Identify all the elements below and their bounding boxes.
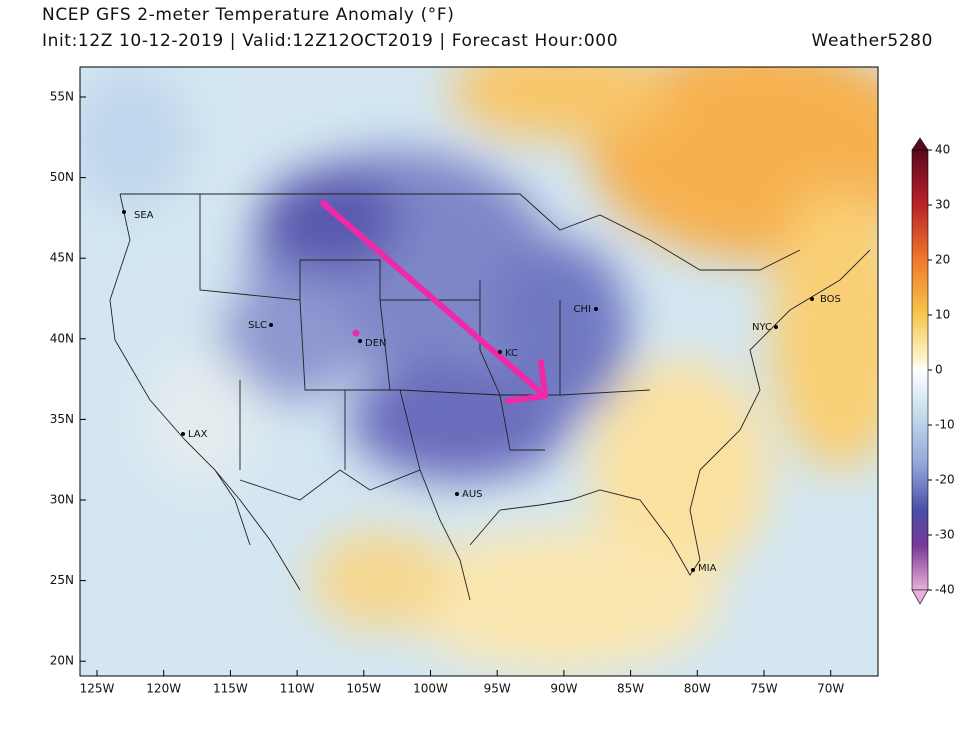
colorbar-label: 0 <box>935 363 943 377</box>
colorbar-label: -40 <box>935 583 955 597</box>
lon-label: 115W <box>213 682 248 696</box>
colorbar-label: 10 <box>935 308 950 322</box>
colorbar <box>911 149 929 591</box>
city-dot <box>594 307 598 311</box>
colorbar-label: -10 <box>935 418 955 432</box>
colorbar-label: -20 <box>935 473 955 487</box>
colorbar-label: -30 <box>935 528 955 542</box>
city-dot <box>498 350 502 354</box>
lat-label: 55N <box>50 90 74 104</box>
lat-label: 45N <box>50 251 74 265</box>
lat-label: 40N <box>50 331 74 345</box>
arrow-head <box>505 359 549 404</box>
lon-label: 100W <box>413 682 448 696</box>
city-label: SLC <box>248 320 267 331</box>
brand: Weather5280 <box>812 31 933 51</box>
city-dot <box>774 325 778 329</box>
lon-label: 75W <box>750 682 777 696</box>
city-label: BOS <box>820 294 841 305</box>
lat-label: 20N <box>50 654 74 668</box>
city-label: CHI <box>574 304 591 315</box>
lon-label: 80W <box>684 682 711 696</box>
lon-label: 90W <box>550 682 577 696</box>
city-label: NYC <box>752 322 772 333</box>
lon-label: 110W <box>280 682 315 696</box>
city-label: SEA <box>134 210 154 221</box>
city-label: MIA <box>698 563 717 574</box>
colorbar-cap <box>911 589 929 605</box>
city-label: LAX <box>188 429 208 440</box>
city-label: AUS <box>462 489 483 500</box>
city-dot <box>691 568 695 572</box>
city-dot <box>122 210 126 214</box>
lat-label: 35N <box>50 412 74 426</box>
city-dot <box>810 297 814 301</box>
title: NCEP GFS 2-meter Temperature Anomaly (°F… <box>42 5 455 25</box>
lat-label: 25N <box>50 573 74 587</box>
map-frame <box>79 66 879 677</box>
city-dot <box>269 323 273 327</box>
city-label: KC <box>505 348 518 359</box>
lon-label: 120W <box>146 682 181 696</box>
lon-label: 95W <box>484 682 511 696</box>
colorbar-label: 40 <box>935 143 950 157</box>
lat-label: 50N <box>50 170 74 184</box>
subtitle: Init:12Z 10-12-2019 | Valid:12Z12OCT2019… <box>42 31 618 51</box>
city-dot <box>181 432 185 436</box>
city-label: DEN <box>365 338 387 349</box>
coastline <box>109 193 871 601</box>
border-line <box>120 193 801 471</box>
lon-label: 105W <box>346 682 381 696</box>
city-dot <box>455 492 459 496</box>
colorbar-label: 30 <box>935 198 950 212</box>
arrow-shaft <box>320 200 548 399</box>
lon-label: 125W <box>80 682 115 696</box>
lon-label: 85W <box>617 682 644 696</box>
trend-arrow <box>320 200 549 404</box>
colorbar-label: 20 <box>935 253 950 267</box>
colorbar-cap <box>911 137 929 151</box>
marker <box>352 329 360 337</box>
lat-label: 30N <box>50 493 74 507</box>
city-dot <box>358 339 362 343</box>
lon-label: 70W <box>817 682 844 696</box>
